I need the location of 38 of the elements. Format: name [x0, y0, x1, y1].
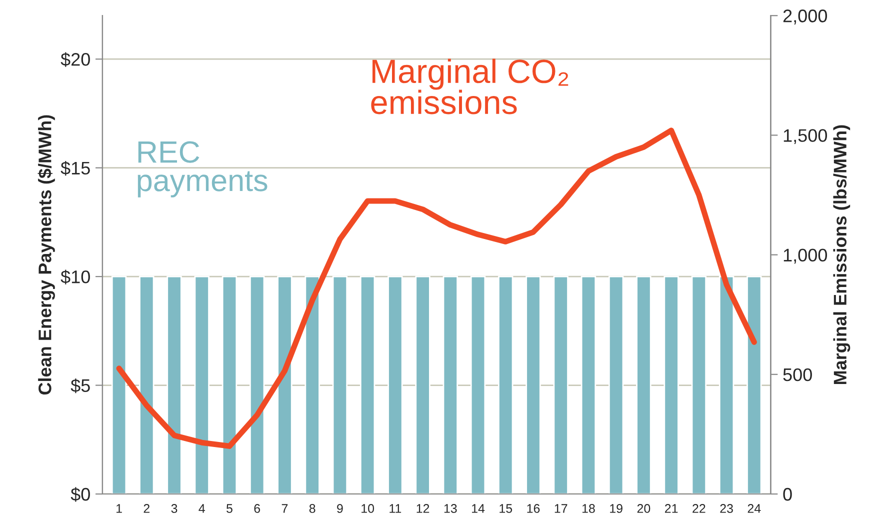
x-tick-label: 8 [309, 504, 316, 513]
y2-tick-label: 500 [783, 368, 812, 382]
x-tick-label: 2 [144, 504, 150, 513]
x-tick-label: 15 [500, 504, 512, 513]
y-tick-label: $0 [70, 487, 90, 502]
y2-tick-label: 1,500 [784, 129, 827, 144]
x-tick-label: 18 [582, 504, 595, 513]
series-label: Marginal CO₂ emissions [371, 58, 568, 114]
y2-tick-label: 0 [783, 488, 792, 501]
x-tick-label: 16 [527, 504, 540, 513]
x-tick-label: 7 [282, 504, 288, 513]
x-tick-label: 14 [472, 504, 485, 513]
x-tick-label: 13 [444, 504, 457, 513]
x-tick-label: 6 [254, 504, 260, 513]
y-tick-label: $15 [60, 160, 90, 176]
x-tick-label: 21 [664, 504, 678, 513]
x-tick-label: 22 [692, 504, 706, 513]
text: REC payments [138, 141, 268, 198]
x-tick-label: 12 [416, 504, 430, 513]
x-tick-label: 1 [116, 504, 122, 513]
x-tick-label: 4 [198, 504, 205, 513]
x-tick-label: 24 [748, 504, 761, 513]
y2-tick-label: 1,000 [784, 248, 827, 264]
y-axis-title: Clean Energy Payments ($/MWh) [38, 115, 55, 395]
y2-tick-label: 2,000 [783, 10, 827, 24]
x-tick-label: 9 [337, 504, 343, 513]
x-tick-label: 11 [390, 504, 402, 513]
x-tick-label: 20 [637, 504, 650, 513]
x-tick-label: 23 [720, 504, 733, 513]
x-tick-label: 3 [171, 504, 178, 513]
y-tick-label: $20 [60, 52, 90, 67]
y-tick-label: $10 [60, 270, 90, 284]
x-tick-label: 5 [226, 504, 232, 513]
x-tick-label: 19 [610, 504, 622, 513]
y-tick-label: $5 [70, 378, 90, 394]
x-tick-label: 17 [554, 504, 568, 513]
x-tick-label: 10 [362, 504, 374, 513]
y2-axis-title: Marginal Emissions (lbs/MWh) [833, 125, 850, 384]
